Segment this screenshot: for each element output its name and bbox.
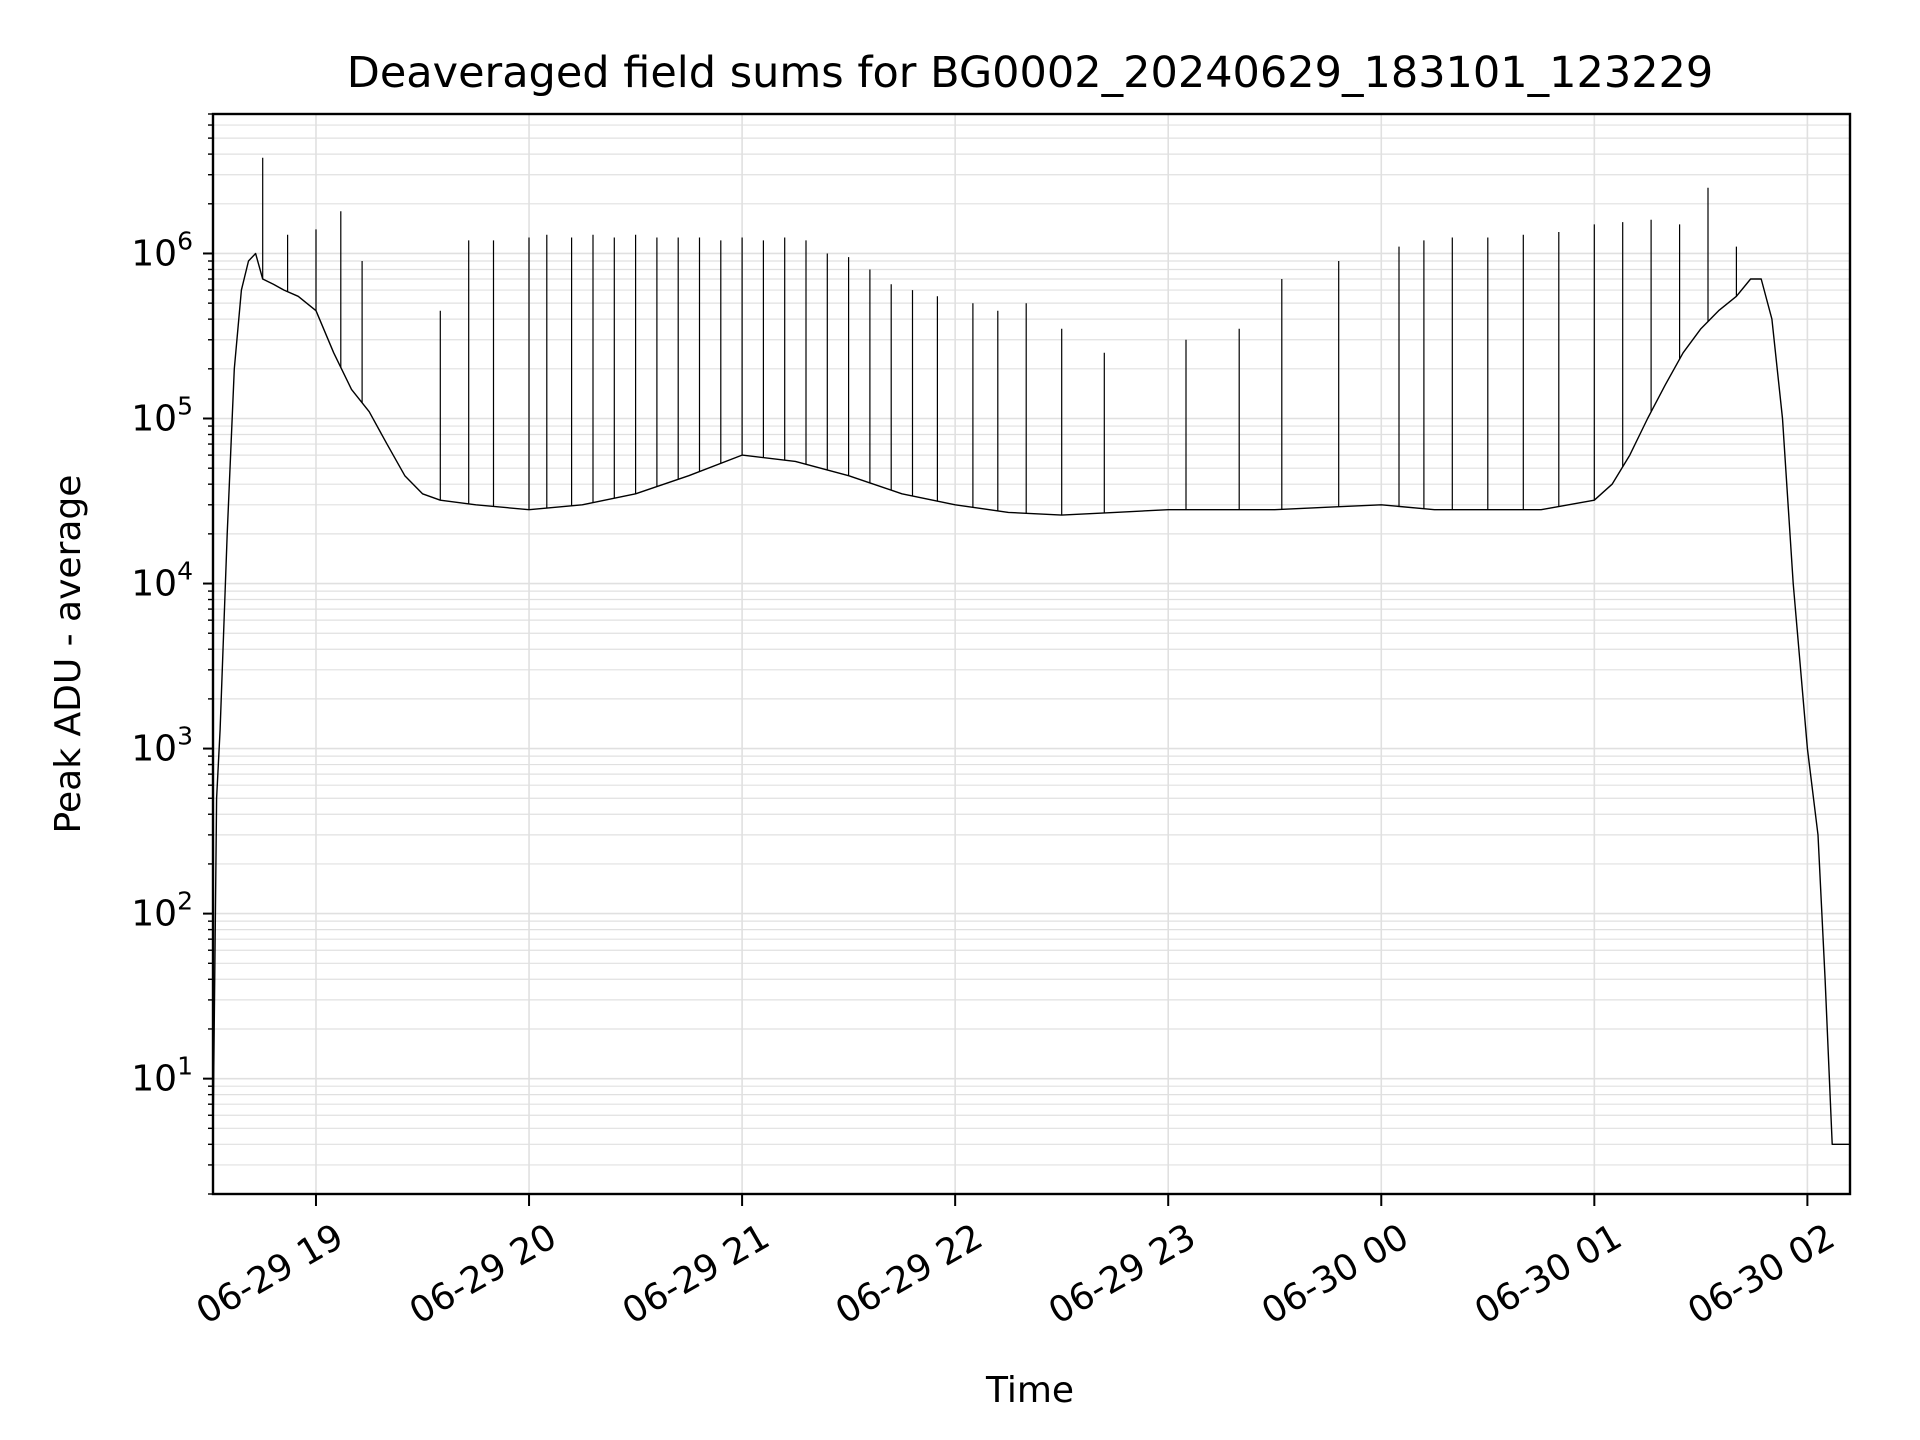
y-tick-label-exp: 5 (177, 392, 193, 421)
y-tick-label-exp: 6 (177, 226, 193, 255)
y-tick-label-exp: 1 (177, 1052, 193, 1081)
plot-frame (211, 112, 1852, 1196)
x-tick-label: 06-30 00 (1255, 1216, 1416, 1332)
x-tick-label: 06-29 19 (190, 1216, 351, 1332)
y-tick-label-base: 10 (131, 399, 177, 440)
y-tick-label-exp: 4 (177, 557, 193, 586)
y-tick-label: 101 (131, 1052, 193, 1100)
y-tick-label-base: 10 (131, 894, 177, 935)
y-tick-label: 106 (131, 226, 193, 274)
y-axis-label: Peak ADU - average (48, 475, 89, 834)
y-tick-label-exp: 2 (177, 887, 193, 916)
y-tick-label: 102 (131, 887, 193, 935)
y-tick-label: 104 (131, 557, 193, 605)
x-tick-label: 06-30 02 (1681, 1216, 1842, 1332)
grid-lines (213, 113, 1850, 1195)
y-tick-label-base: 10 (131, 729, 177, 770)
series-spikes (262, 157, 1737, 516)
x-tick-label: 06-29 20 (403, 1216, 564, 1332)
y-tick-label-base: 10 (131, 1059, 177, 1100)
x-tick-label: 06-29 22 (829, 1216, 990, 1332)
x-tick-label: 06-30 01 (1468, 1216, 1629, 1332)
y-tick-label-exp: 3 (177, 722, 193, 751)
y-tick-label: 105 (131, 392, 193, 440)
x-tick-label: 06-29 21 (616, 1216, 777, 1332)
y-tick-label-base: 10 (131, 233, 177, 274)
plot-area (212, 157, 1850, 1145)
y-tick-label-base: 10 (131, 564, 177, 605)
x-tick-label: 06-29 23 (1042, 1216, 1203, 1332)
chart-title: Deaveraged field sums for BG0002_2024062… (347, 48, 1714, 98)
x-axis: 06-29 19 06-29 20 06-29 21 06-29 22 06-29 23… (190, 1194, 1842, 1333)
x-axis-label: Time (985, 1370, 1074, 1411)
y-tick-label: 103 (131, 722, 193, 770)
series-line (212, 252, 1850, 1145)
